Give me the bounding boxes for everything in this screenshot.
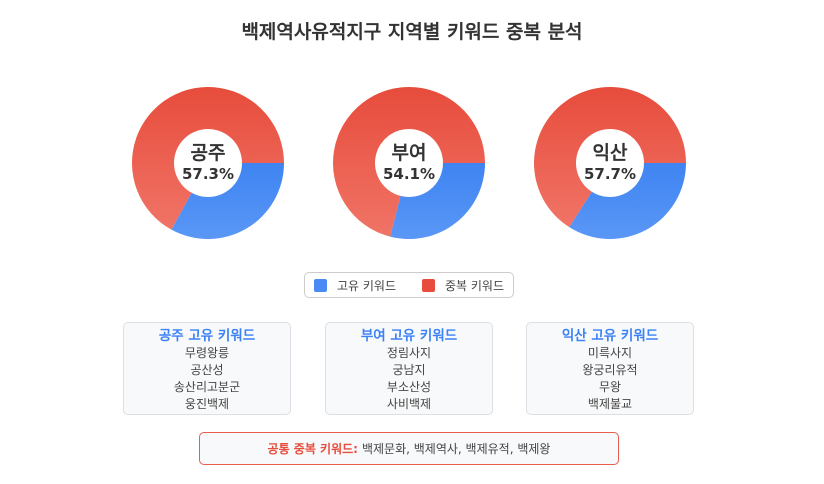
keyword-item: 백제불교 xyxy=(587,397,633,411)
keyword-item: 사비백제 xyxy=(386,397,432,411)
donut-segment-unique[interactable] xyxy=(569,163,686,239)
donut-chart-gongju: 공주 57.3% xyxy=(132,87,284,239)
legend-label: 중복 키워드 xyxy=(445,278,505,293)
donut-region-label: 공주 xyxy=(190,142,226,164)
donut-segment-unique[interactable] xyxy=(171,163,284,239)
donut-segment-overlap[interactable] xyxy=(333,87,485,237)
donut-segment-unique[interactable] xyxy=(390,163,485,239)
common-keywords-value: 백제문화, 백제역사, 백제유적, 백제왕 xyxy=(361,442,551,456)
box-title: 익산 고유 키워드 xyxy=(561,328,659,344)
keyword-item: 공산성 xyxy=(190,363,224,377)
keyword-box-gongju: 공주 고유 키워드 무령왕릉 공산성 송산리고분군 웅진백제 xyxy=(123,322,291,415)
donut-percent-label: 57.3% xyxy=(181,165,235,183)
keyword-item: 무령왕릉 xyxy=(184,346,230,360)
keyword-item: 부소산성 xyxy=(386,380,432,394)
common-keywords-box: 공통 중복 키워드: 백제문화, 백제역사, 백제유적, 백제왕 xyxy=(199,432,619,465)
donut-chart-iksan: 익산 57.7% xyxy=(534,87,686,239)
keyword-item: 정림사지 xyxy=(386,346,432,360)
legend-swatch-unique xyxy=(313,278,327,292)
donut-svg xyxy=(132,87,284,239)
donut-region-label: 부여 xyxy=(391,142,427,164)
keyword-item: 송산리고분군 xyxy=(173,380,241,394)
legend-item-unique[interactable]: 고유 키워드 xyxy=(313,277,396,294)
donut-region-label: 익산 xyxy=(592,142,628,164)
donut-percent-label: 54.1% xyxy=(382,165,436,183)
legend-swatch-overlap xyxy=(422,278,435,292)
keyword-item: 궁남지 xyxy=(392,363,426,377)
donut-chart-buyeo: 부여 54.1% xyxy=(333,87,485,239)
donut-svg xyxy=(534,87,686,239)
donut-percent-label: 57.7% xyxy=(583,165,637,183)
legend-label: 고유 키워드 xyxy=(336,278,396,293)
keyword-box-buyeo: 부여 고유 키워드 정림사지 궁남지 부소산성 사비백제 xyxy=(325,322,493,415)
keyword-item: 웅진백제 xyxy=(184,397,230,411)
common-keywords-label: 공통 중복 키워드: xyxy=(267,442,358,456)
donut-segment-overlap[interactable] xyxy=(534,87,686,228)
keyword-item: 미륵사지 xyxy=(587,346,633,360)
keyword-item: 왕궁리유적 xyxy=(582,363,638,377)
box-title: 부여 고유 키워드 xyxy=(360,328,458,344)
legend: 고유 키워드 중복 키워드 xyxy=(304,272,514,298)
page-title: 백제역사유적지구 지역별 키워드 중복 분석 xyxy=(241,21,583,43)
legend-item-overlap[interactable]: 중복 키워드 xyxy=(422,277,504,294)
box-title: 공주 고유 키워드 xyxy=(158,328,256,344)
donut-svg xyxy=(333,87,485,239)
keyword-box-iksan: 익산 고유 키워드 미륵사지 왕궁리유적 무왕 백제불교 xyxy=(526,322,694,415)
donut-segment-overlap[interactable] xyxy=(132,87,284,230)
keyword-item: 무왕 xyxy=(598,380,622,394)
